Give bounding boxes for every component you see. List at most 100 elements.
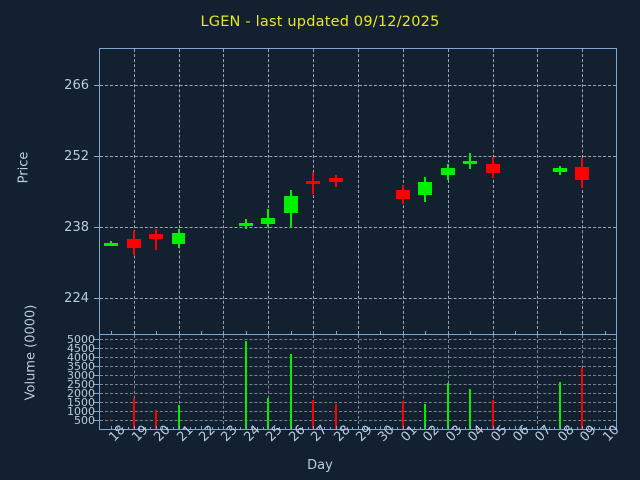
volume-tick	[94, 383, 99, 385]
axis-tick	[470, 426, 472, 430]
axis-tick	[604, 426, 606, 430]
volume-bar	[267, 397, 270, 429]
candle-body	[306, 180, 321, 184]
axis-tick	[559, 331, 561, 335]
price-vertical-gridline	[447, 49, 449, 334]
axis-minor-tick	[240, 427, 242, 430]
axis-minor-tick	[307, 427, 309, 430]
axis-tick	[582, 331, 584, 335]
axis-minor-tick	[565, 427, 567, 430]
axis-minor-tick	[503, 427, 505, 430]
price-axis-title: Price	[16, 151, 32, 184]
volume-bar	[446, 382, 449, 429]
price-tick-label: 224	[64, 291, 89, 307]
axis-minor-tick	[116, 427, 118, 430]
axis-tick	[156, 331, 158, 335]
candle-body	[418, 182, 433, 196]
volume-gridline	[100, 347, 616, 349]
volume-vertical-gridline	[358, 335, 359, 429]
axis-minor-tick	[408, 427, 410, 430]
axis-tick	[178, 426, 180, 430]
volume-tick	[94, 401, 99, 403]
volume-bar	[289, 353, 292, 429]
axis-tick	[156, 426, 158, 430]
volume-plot-area	[100, 335, 616, 429]
axis-minor-tick	[487, 427, 488, 430]
volume-gridline	[100, 419, 616, 421]
axis-minor-tick	[430, 427, 432, 430]
axis-minor-tick	[167, 427, 169, 430]
axis-tick	[111, 331, 113, 335]
volume-bar	[312, 400, 315, 429]
axis-tick	[358, 426, 359, 430]
volume-tick	[94, 374, 99, 376]
price-tick	[94, 227, 99, 229]
price-vertical-gridline	[223, 49, 225, 334]
candle-body	[552, 168, 567, 173]
price-vertical-gridline	[537, 49, 539, 334]
candle-body	[283, 195, 298, 213]
volume-gridline	[100, 383, 616, 385]
axis-minor-tick	[189, 427, 191, 430]
axis-minor-tick	[464, 427, 466, 430]
volume-bar	[469, 389, 472, 429]
candle-body	[395, 190, 410, 199]
price-vertical-gridline	[358, 49, 359, 334]
axis-minor-tick	[436, 427, 438, 430]
axis-minor-tick	[128, 427, 130, 430]
volume-gridline	[100, 401, 616, 403]
axis-tick	[290, 426, 292, 430]
axis-tick	[402, 331, 404, 335]
axis-minor-tick	[324, 427, 326, 430]
axis-tick	[492, 331, 494, 335]
axis-minor-tick	[593, 427, 595, 430]
axis-tick	[402, 426, 404, 430]
price-plot-area	[100, 49, 616, 334]
axis-minor-tick	[475, 427, 477, 430]
volume-bar	[244, 340, 247, 429]
axis-minor-tick	[251, 427, 253, 430]
axis-minor-tick	[346, 427, 348, 430]
axis-minor-tick	[442, 427, 444, 430]
axis-tick	[604, 331, 606, 335]
volume-tick-label: 500	[74, 413, 95, 427]
axis-tick	[200, 426, 202, 430]
price-vertical-gridline	[492, 49, 494, 334]
axis-tick	[358, 331, 359, 335]
axis-minor-tick	[576, 427, 578, 430]
candle-body	[149, 234, 164, 240]
axis-tick	[582, 426, 584, 430]
axis-minor-tick	[341, 427, 343, 430]
volume-bar	[132, 397, 135, 429]
axis-tick	[515, 426, 517, 430]
volume-tick-label: 4500	[67, 341, 95, 355]
axis-tick	[223, 426, 225, 430]
candle-body	[463, 160, 478, 164]
axis-minor-tick	[481, 427, 483, 430]
axis-tick	[223, 331, 225, 335]
axis-tick	[178, 331, 180, 335]
axis-tick	[245, 331, 247, 335]
volume-tick-label: 1000	[67, 404, 95, 418]
axis-minor-tick	[369, 427, 371, 430]
candle-body	[440, 168, 455, 176]
candle-body	[126, 239, 141, 249]
axis-minor-tick	[172, 427, 174, 430]
axis-tick	[380, 426, 382, 430]
price-vertical-gridline	[268, 49, 270, 334]
axis-tick	[290, 331, 292, 335]
price-tick-label: 266	[64, 77, 89, 93]
candle-wick	[155, 229, 158, 250]
axis-minor-tick	[234, 427, 236, 430]
axis-minor-tick	[386, 427, 388, 430]
axis-tick	[425, 426, 427, 430]
axis-minor-tick	[610, 427, 612, 430]
axis-tick	[537, 331, 539, 335]
volume-tick-label: 5000	[67, 332, 95, 346]
volume-bar	[491, 399, 494, 429]
axis-minor-tick	[453, 427, 455, 430]
volume-vertical-gridline	[178, 335, 180, 429]
x-axis-title: Day	[307, 458, 333, 473]
volume-tick-label: 3500	[67, 359, 95, 373]
